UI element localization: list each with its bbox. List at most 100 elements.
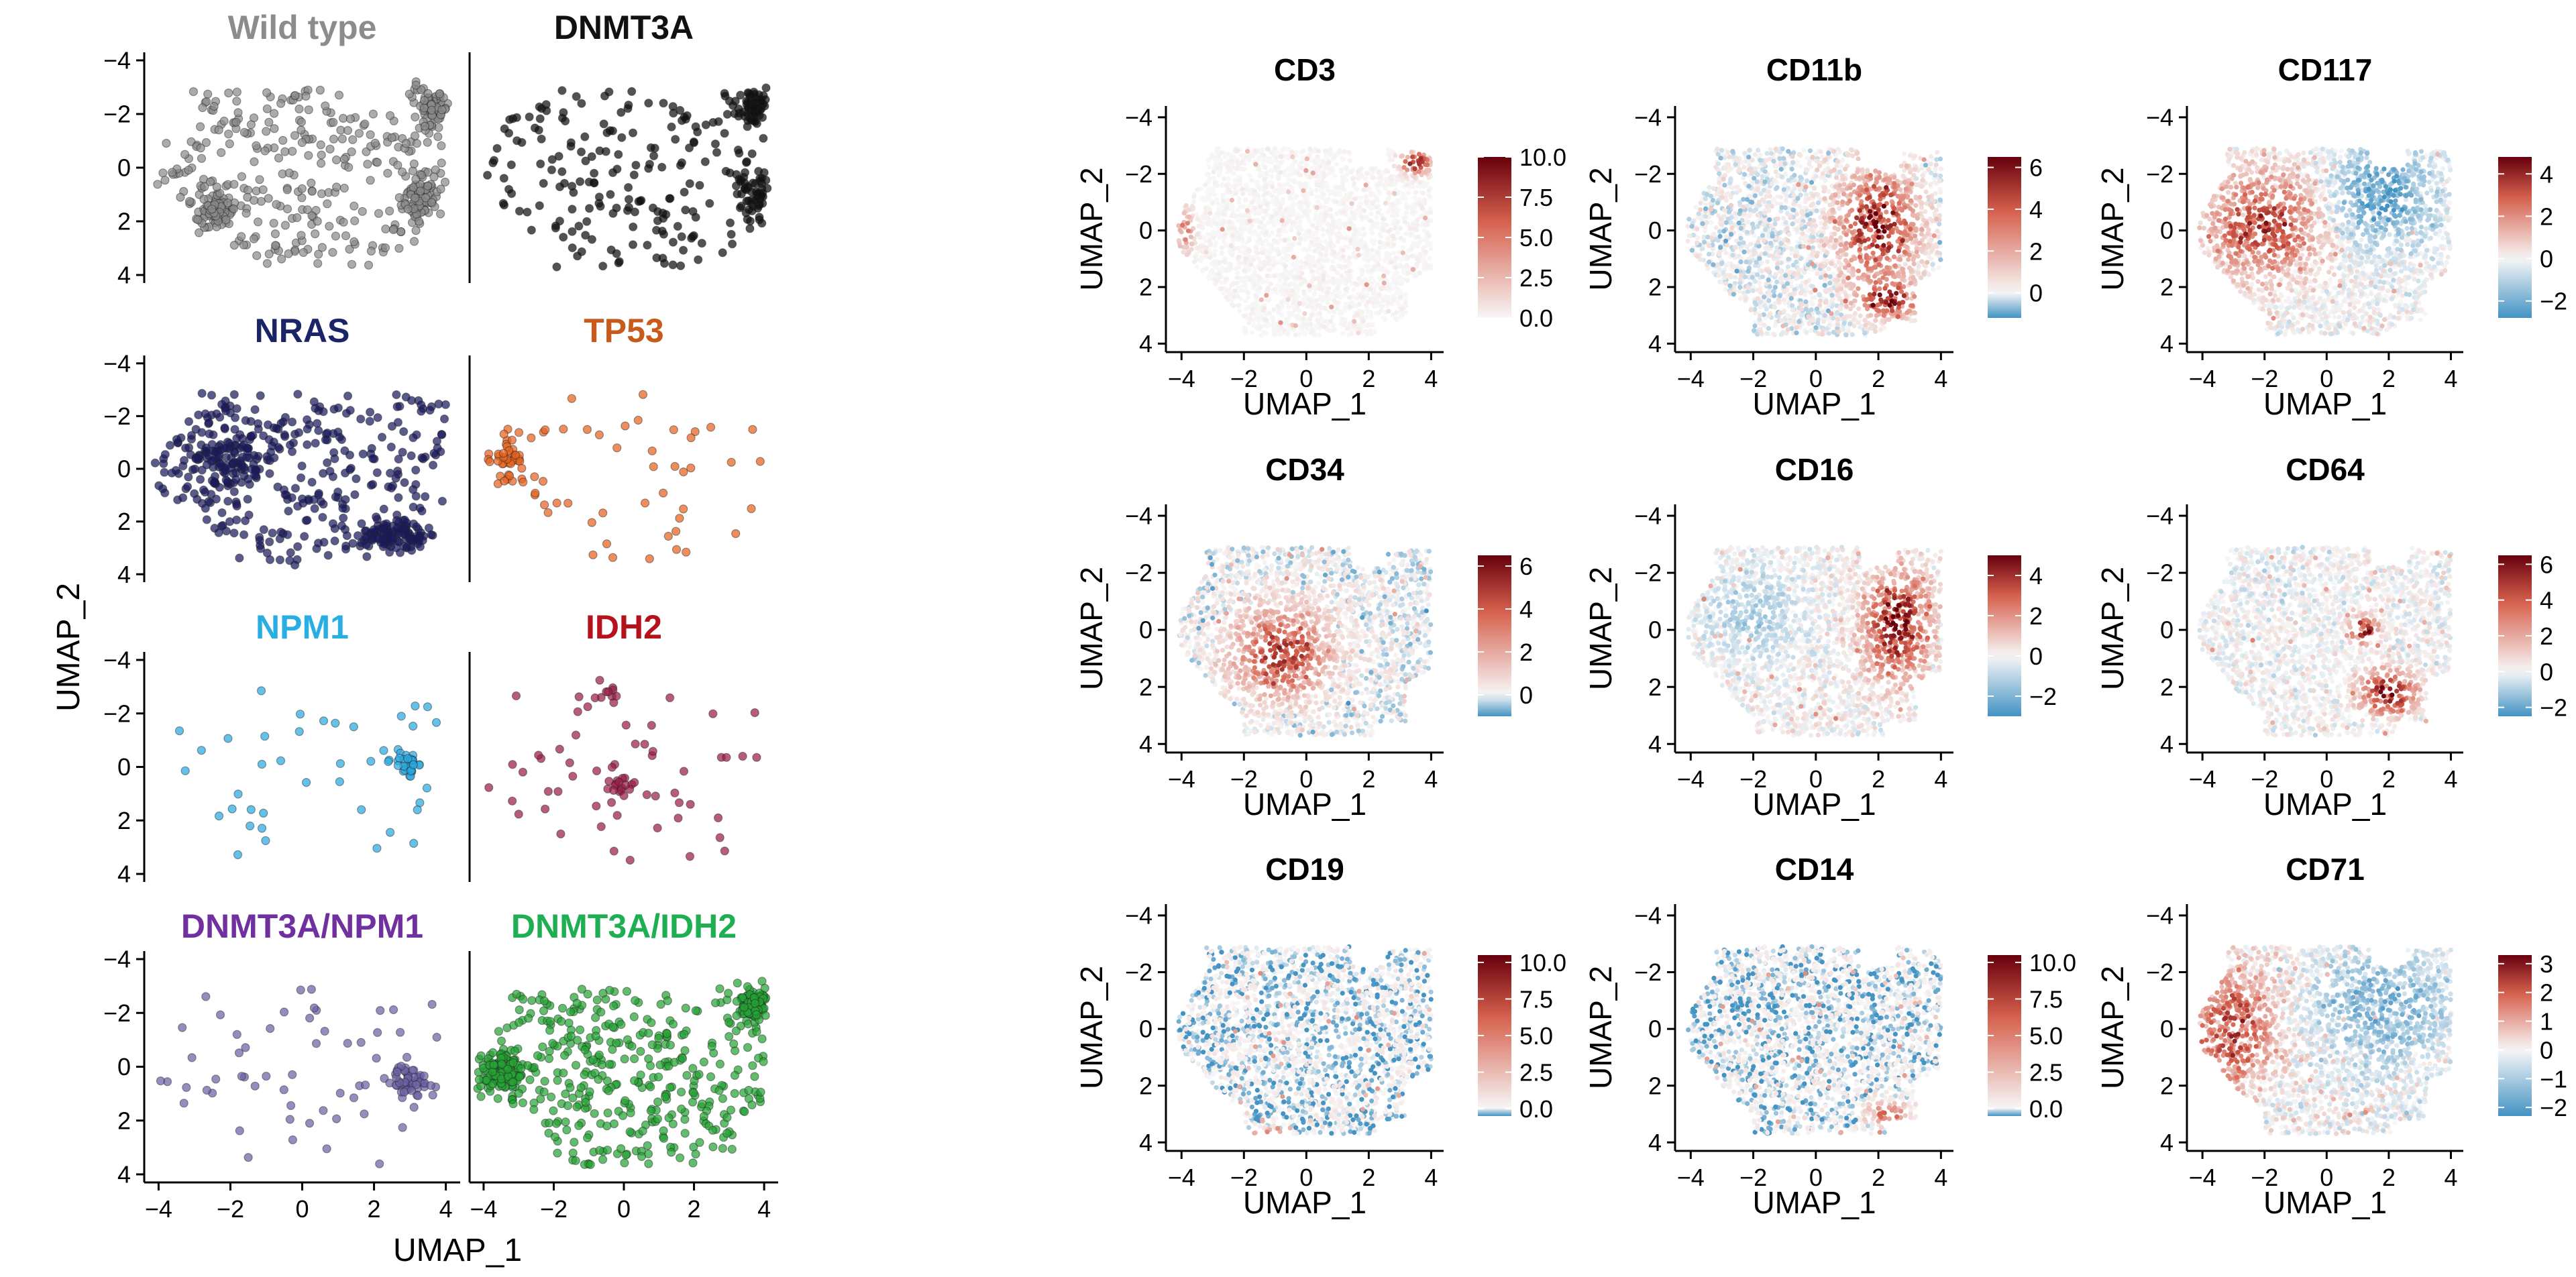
point: [437, 142, 445, 150]
point: [518, 138, 526, 146]
point: [307, 179, 315, 187]
point: [240, 128, 248, 136]
point: [160, 468, 168, 476]
point: [216, 413, 224, 421]
point: [659, 254, 667, 262]
point: [424, 182, 432, 190]
point: [263, 89, 271, 97]
point: [365, 261, 373, 269]
point: [308, 478, 316, 486]
point: [264, 195, 272, 203]
point: [311, 504, 319, 512]
point: [297, 126, 305, 134]
point: [318, 243, 326, 252]
point: [536, 115, 544, 123]
point: [202, 139, 210, 147]
point: [588, 235, 596, 243]
point: [263, 260, 271, 268]
point: [281, 433, 289, 441]
point: [331, 232, 339, 240]
point: [647, 144, 655, 152]
point: [568, 205, 576, 213]
point: [394, 419, 402, 427]
point: [645, 164, 653, 172]
point: [394, 161, 402, 169]
point: [431, 166, 439, 174]
point: [388, 484, 396, 492]
point: [347, 148, 356, 156]
point: [412, 466, 420, 474]
point: [265, 250, 273, 258]
point: [270, 109, 278, 117]
point: [369, 110, 377, 118]
point: [240, 531, 248, 539]
point: [722, 167, 730, 175]
point: [179, 462, 187, 470]
point: [513, 113, 521, 121]
point: [247, 121, 255, 129]
point: [412, 81, 420, 89]
point: [221, 424, 229, 432]
point: [346, 115, 354, 123]
y-tick-label: 2: [117, 208, 131, 235]
facet-points: [151, 390, 449, 569]
point: [410, 160, 418, 168]
point: [686, 180, 694, 188]
point: [413, 522, 421, 531]
point: [277, 99, 285, 107]
point: [392, 391, 400, 399]
point: [225, 439, 233, 447]
point: [239, 241, 248, 249]
point: [548, 156, 556, 164]
point: [303, 516, 311, 524]
point: [276, 556, 284, 564]
point: [421, 97, 429, 105]
point: [437, 159, 445, 167]
point: [331, 455, 339, 463]
point: [329, 248, 337, 256]
point: [257, 197, 265, 205]
point: [288, 148, 297, 156]
point: [596, 147, 604, 155]
point: [535, 202, 543, 210]
point: [181, 150, 189, 158]
point: [261, 147, 269, 155]
point: [574, 252, 582, 260]
point: [411, 113, 419, 121]
point: [225, 130, 233, 138]
point: [195, 229, 203, 237]
point: [270, 125, 278, 133]
point: [745, 206, 753, 214]
point: [254, 218, 262, 226]
point: [650, 152, 658, 160]
point: [329, 118, 337, 126]
y-tick-label: 0: [117, 154, 131, 182]
y-tick-label: 4: [117, 262, 131, 289]
point: [250, 197, 258, 205]
point: [682, 115, 690, 123]
point: [271, 230, 279, 238]
point: [387, 443, 395, 451]
point: [321, 102, 329, 110]
point: [208, 205, 216, 213]
point: [283, 186, 291, 194]
point: [411, 237, 419, 245]
point: [361, 120, 369, 128]
point: [230, 241, 238, 249]
point: [676, 107, 684, 115]
point: [284, 205, 292, 213]
point: [543, 107, 551, 115]
point: [222, 216, 230, 224]
point: [539, 179, 547, 187]
point: [335, 433, 343, 441]
point: [667, 123, 676, 131]
point: [154, 180, 162, 188]
point: [625, 195, 633, 203]
point: [759, 134, 767, 142]
point: [388, 133, 396, 142]
point: [427, 106, 435, 114]
point: [155, 482, 163, 490]
point: [237, 233, 246, 241]
point: [748, 150, 756, 158]
point: [643, 241, 651, 249]
